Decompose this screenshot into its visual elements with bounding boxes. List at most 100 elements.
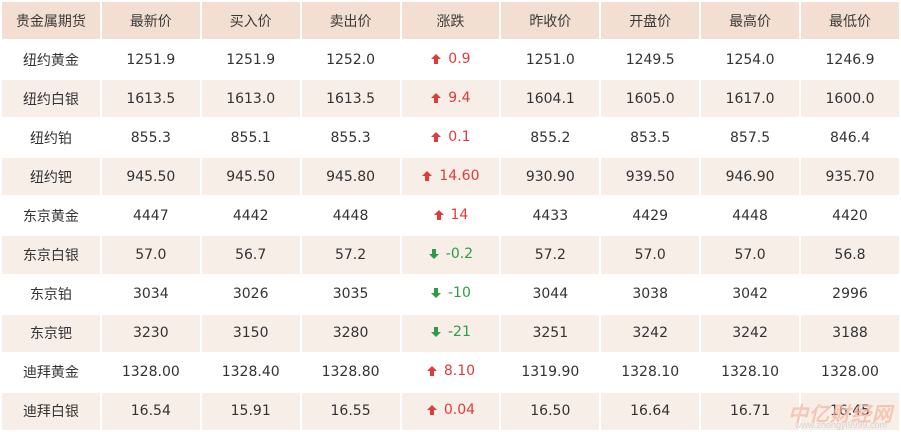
arrow-down-icon (428, 249, 439, 260)
cell-bid-price: 855.1 (201, 119, 300, 157)
cell-ask-price: 57.2 (301, 236, 400, 274)
cell-low-price: 4420 (801, 197, 899, 235)
cell-high-price: 1254.0 (701, 41, 799, 79)
table-row[interactable]: 迪拜白银 16.54 15.91 16.55 0.04 16.50 16.64 16.71 16… (2, 392, 899, 430)
cell-latest-price: 3034 (101, 275, 200, 313)
change-indicator: 0.04 (426, 402, 475, 418)
cell-open-price: 4429 (601, 197, 700, 235)
header-low-price: 最低价 (801, 2, 899, 39)
change-indicator: 8.10 (426, 363, 475, 379)
header-latest-price: 最新价 (101, 2, 200, 39)
cell-ask-price: 1252.0 (301, 41, 400, 79)
arrow-up-icon (426, 405, 437, 416)
cell-bid-price: 945.50 (201, 158, 300, 196)
header-metal-futures: 贵金属期货 (2, 2, 100, 39)
cell-high-price: 946.90 (701, 158, 799, 196)
cell-name: 东京黄金 (2, 197, 100, 235)
change-indicator: -21 (430, 324, 471, 340)
header-bid-price: 买入价 (201, 2, 300, 39)
cell-ask-price: 855.3 (301, 119, 400, 157)
cell-latest-price: 855.3 (101, 119, 200, 157)
cell-open-price: 1328.10 (601, 353, 700, 391)
header-high-price: 最高价 (701, 2, 799, 39)
table-row[interactable]: 纽约黄金 1251.9 1251.9 1252.0 0.9 1251.0 1249.5 125… (2, 41, 899, 79)
header-ask-price: 卖出价 (301, 2, 400, 39)
cell-open-price: 1249.5 (601, 41, 700, 79)
cell-ask-price: 4448 (301, 197, 400, 235)
table-body: 纽约黄金 1251.9 1251.9 1252.0 0.9 1251.0 1249.5 125… (2, 41, 899, 430)
cell-name: 东京铂 (2, 275, 100, 313)
arrow-up-icon (431, 92, 442, 103)
change-value: 14 (450, 206, 469, 223)
cell-change: 9.4 (401, 80, 500, 118)
cell-prev-close: 3044 (501, 275, 600, 313)
cell-change: 14 (401, 197, 500, 235)
change-indicator: 0.1 (430, 128, 471, 145)
header-open-price: 开盘价 (601, 2, 700, 39)
change-value: -0.2 (445, 246, 474, 263)
cell-change: -21 (401, 314, 500, 352)
cell-low-price: 56.8 (801, 236, 899, 274)
arrow-up-icon (433, 209, 444, 220)
cell-name: 纽约黄金 (2, 41, 100, 79)
cell-name: 纽约钯 (2, 158, 100, 196)
cell-change: -10 (401, 275, 500, 313)
arrow-down-icon (431, 288, 441, 299)
cell-bid-price: 4442 (201, 197, 300, 235)
cell-high-price: 1328.10 (701, 353, 799, 391)
cell-name: 迪拜黄金 (2, 353, 100, 391)
table-row[interactable]: 纽约白银 1613.5 1613.0 1613.5 9.4 1604.1 1605.0 161… (2, 80, 899, 118)
cell-prev-close: 855.2 (501, 119, 600, 157)
cell-low-price: 846.4 (801, 119, 899, 157)
change-value: -10 (448, 285, 471, 302)
cell-prev-close: 1604.1 (501, 80, 600, 118)
cell-bid-price: 3150 (201, 314, 300, 352)
cell-bid-price: 1613.0 (201, 80, 300, 118)
cell-name: 迪拜白银 (2, 392, 100, 430)
change-value: -21 (448, 324, 471, 341)
change-value: 8.10 (443, 363, 476, 380)
cell-prev-close: 16.50 (501, 392, 600, 430)
table-row[interactable]: 东京白银 57.0 56.7 57.2 -0.2 57.2 57.0 57.0 56.8 (2, 236, 899, 274)
cell-change: 0.9 (401, 41, 500, 79)
cell-prev-close: 3251 (501, 314, 600, 352)
cell-ask-price: 3280 (301, 314, 400, 352)
cell-prev-close: 57.2 (501, 236, 600, 274)
arrow-down-icon (431, 327, 441, 338)
cell-low-price: 2996 (801, 275, 899, 313)
arrow-up-icon (426, 366, 437, 377)
table-row[interactable]: 东京铂 3034 3026 3035 -10 3044 3038 3042 2996 (2, 275, 899, 313)
change-value: 0.1 (448, 128, 471, 145)
cell-prev-close: 1251.0 (501, 41, 600, 79)
cell-bid-price: 1328.40 (201, 353, 300, 391)
cell-open-price: 3038 (601, 275, 700, 313)
cell-name: 东京钯 (2, 314, 100, 352)
cell-bid-price: 3026 (201, 275, 300, 313)
cell-bid-price: 15.91 (201, 392, 300, 430)
cell-high-price: 3242 (701, 314, 799, 352)
cell-change: 0.04 (401, 392, 500, 430)
cell-name: 东京白银 (2, 236, 100, 274)
cell-high-price: 57.0 (701, 236, 799, 274)
cell-latest-price: 945.50 (101, 158, 200, 196)
cell-bid-price: 1251.9 (201, 41, 300, 79)
table-row[interactable]: 纽约铂 855.3 855.1 855.3 0.1 855.2 853.5 857.5 846.… (2, 119, 899, 157)
change-indicator: -0.2 (428, 246, 473, 262)
cell-change: 8.10 (401, 353, 500, 391)
cell-ask-price: 1613.5 (301, 80, 400, 118)
cell-high-price: 16.71 (701, 392, 799, 430)
cell-low-price: 1246.9 (801, 41, 899, 79)
change-indicator: 14.60 (421, 168, 479, 184)
table-row[interactable]: 迪拜黄金 1328.00 1328.40 1328.80 8.10 1319.90 1328… (2, 353, 899, 391)
cell-latest-price: 1328.00 (101, 353, 200, 391)
table-row[interactable]: 东京黄金 4447 4442 4448 14 4433 4429 4448 4420 (2, 197, 899, 235)
arrow-up-icon (431, 131, 442, 142)
cell-low-price: 16.45 (801, 392, 899, 430)
change-value: 14.60 (439, 167, 480, 184)
table-row[interactable]: 纽约钯 945.50 945.50 945.80 14.60 930.90 939.50 94… (2, 158, 899, 196)
cell-change: -0.2 (401, 236, 500, 274)
cell-change: 14.60 (401, 158, 500, 196)
table-row[interactable]: 东京钯 3230 3150 3280 -21 3251 3242 3242 3188 (2, 314, 899, 352)
cell-open-price: 16.64 (601, 392, 700, 430)
